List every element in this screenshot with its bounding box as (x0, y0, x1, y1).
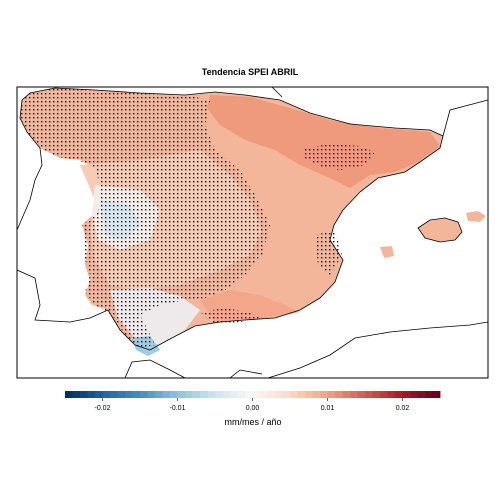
colorbar-segment (125, 391, 133, 398)
colorbar-segment (147, 391, 156, 398)
coastlines (17, 87, 488, 378)
colorbar-tick-label: -0.01 (170, 405, 186, 412)
colorbar-tick-label: 0.02 (396, 405, 410, 412)
colorbar-segment (200, 391, 208, 398)
colorbar-segment (267, 391, 276, 398)
colorbar-segment (380, 391, 388, 398)
colorbar-label: mm/mes / año (224, 417, 282, 427)
colorbar-segment (177, 391, 186, 398)
colorbar-segment (335, 391, 343, 398)
colorbar-segment (372, 391, 381, 398)
map-title: Tendencia SPEI ABRIL (201, 67, 299, 77)
colorbar-segment (140, 391, 148, 398)
colorbar-segment (327, 391, 336, 398)
colorbar-segment (192, 391, 201, 398)
colorbar-segment (410, 391, 418, 398)
colorbar-segment (207, 391, 216, 398)
colorbar-segment (432, 391, 441, 398)
mallorca (418, 218, 462, 242)
colorbar-segment (95, 391, 103, 398)
colorbar-segment (342, 391, 351, 398)
stipple-ebro (305, 144, 375, 170)
map-panel (17, 87, 488, 378)
colorbar-segment (162, 391, 171, 398)
colorbar-segment (395, 391, 403, 398)
stipple-east-coast (315, 230, 342, 275)
map-frame (16, 86, 489, 379)
colorbar-segment (222, 391, 231, 398)
colorbar-tick-label: 0.01 (321, 405, 335, 412)
colorbar-tick-label: 0.00 (246, 405, 260, 412)
region-north-strong (207, 95, 440, 188)
stipple-southeast (200, 308, 262, 325)
colorbar-segment (110, 391, 118, 398)
colorbar-segment (305, 391, 313, 398)
ibiza (380, 246, 394, 258)
colorbar-segment (425, 391, 433, 398)
colorbar-segment (297, 391, 306, 398)
colorbar-segment (260, 391, 268, 398)
colorbar-segment (320, 391, 328, 398)
colorbar-segment (102, 391, 111, 398)
colorbar-tick-label: -0.02 (95, 405, 111, 412)
colorbar-segment (365, 391, 373, 398)
colorbar-segment (185, 391, 193, 398)
colorbar-ticks: -0.02 -0.01 0.00 0.01 0.02 (95, 398, 410, 412)
colorbar-segment (282, 391, 291, 398)
colorbar-segment (350, 391, 358, 398)
colorbar-segment (215, 391, 223, 398)
colorbar-segment (290, 391, 298, 398)
colorbar-segment (252, 391, 261, 398)
stipple-west (20, 88, 270, 348)
colorbar-segment (132, 391, 141, 398)
colorbar (65, 391, 441, 398)
colorbar-segment (170, 391, 178, 398)
colorbar-segment (357, 391, 366, 398)
colorbar-segment (387, 391, 396, 398)
colorbar-segment (65, 391, 73, 398)
colorbar-segment (80, 391, 88, 398)
colorbar-segment (245, 391, 253, 398)
colorbar-segment (402, 391, 411, 398)
colorbar-segment (87, 391, 96, 398)
colorbar-segment (312, 391, 321, 398)
colorbar-segment (275, 391, 283, 398)
colorbar-segment (155, 391, 163, 398)
colorbar-segment (230, 391, 238, 398)
colorbar-segment (72, 391, 81, 398)
colorbar-segment (117, 391, 126, 398)
menorca (466, 211, 486, 222)
colorbar-segment (237, 391, 246, 398)
colorbar-segment (417, 391, 426, 398)
